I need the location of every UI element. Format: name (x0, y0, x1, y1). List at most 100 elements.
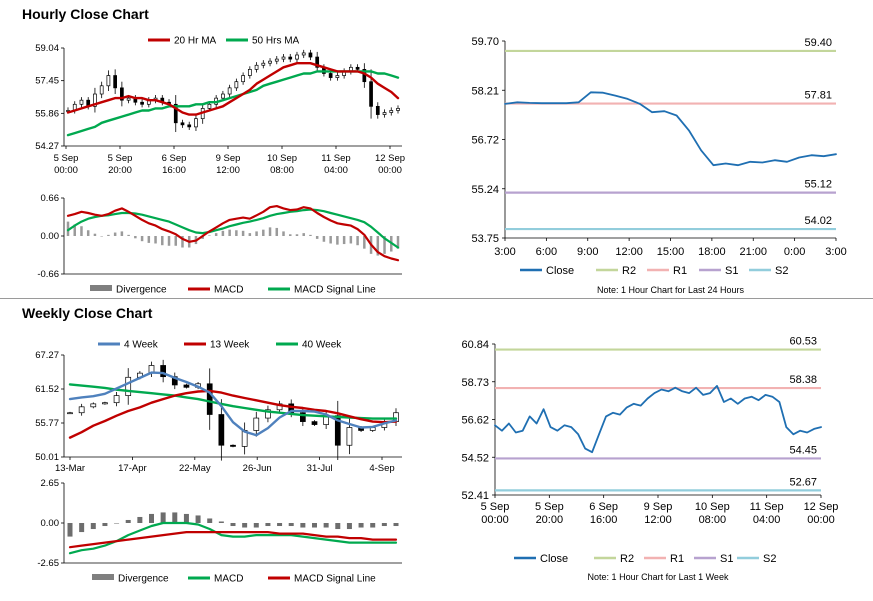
hourly-pivot-xtick-label: 15:00 (657, 246, 685, 258)
hourly-divergence-bar (295, 234, 299, 236)
weekly-price-xtick-label: 13-Mar (55, 463, 85, 474)
hourly-price-candle (396, 108, 400, 111)
weekly-divergence-bar (335, 523, 341, 530)
hourly-price-candle (261, 62, 266, 66)
hourly-pivot-level-s1-label: 55.12 (804, 179, 832, 191)
hourly-price-candle (281, 56, 286, 60)
weekly-divergence-bar (253, 523, 259, 528)
hourly-macd-signal-line (66, 208, 400, 249)
weekly-legend-4wk-label: 4 Week (124, 340, 159, 351)
weekly-40wk-line (68, 383, 398, 420)
hourly-macd-line (66, 205, 400, 262)
hourly-legend-divergence-label: Divergence (116, 285, 167, 296)
hourly-price-candle (227, 87, 232, 95)
hourly-pivot-legend-close-label: Close (546, 265, 574, 277)
weekly-price-ytick-label: 61.52 (35, 384, 59, 395)
weekly-pivot-legend-r2-label: R2 (620, 553, 634, 565)
hourly-section-title: Hourly Close Chart (22, 6, 149, 22)
hourly-price-candle (288, 56, 293, 60)
weekly-legend-divergence-swatch (92, 574, 114, 580)
weekly-price-xtick-label: 22-May (179, 463, 211, 474)
weekly-divergence-bar (125, 519, 131, 523)
weekly-pivot-xtick-label: 12:00 (644, 514, 672, 526)
hourly-divergence-bar (86, 230, 90, 236)
hourly-divergence-bar (329, 236, 332, 244)
hourly-pivot-ytick-label: 59.70 (471, 36, 499, 48)
weekly-divergence-bar (90, 523, 96, 530)
hourly-divergence-bar (208, 235, 211, 236)
hourly-price-candle (375, 105, 380, 115)
hourly-divergence-bar (228, 229, 231, 236)
hourly-price-xtick-label: 12 Sep (375, 153, 405, 164)
hourly-price-ytick-label: 54.27 (35, 141, 59, 152)
weekly-divergence-bar (323, 523, 329, 528)
weekly-macd-ytick-label: 2.65 (41, 478, 60, 489)
hourly-pivot-xtick-label: 9:00 (577, 246, 598, 258)
hourly-pivot-level-r2-label: 59.40 (804, 37, 832, 49)
weekly-4wk-line (68, 371, 398, 437)
weekly-macd-ytick-label: 0.00 (41, 518, 60, 529)
hourly-divergence-bar (262, 229, 265, 236)
hourly-divergence-bar (383, 236, 386, 254)
weekly-price-ytick-label: 55.77 (35, 418, 59, 429)
hourly-divergence-bar (268, 227, 272, 236)
hourly-pivot-xtick-label: 6:00 (536, 246, 557, 258)
hourly-legend-macd-label: MACD (214, 285, 243, 296)
weekly-pivot-level-s2-label: 52.67 (789, 476, 817, 488)
hourly-price-candle (120, 87, 124, 101)
hourly-divergence-bar (107, 234, 110, 236)
weekly-pivot-xtick-label: 00:00 (807, 514, 835, 526)
weekly-price-candle (183, 384, 190, 388)
weekly-divergence-bar (370, 523, 376, 528)
weekly-price-candle (67, 412, 73, 415)
weekly-divergence-bar (102, 523, 108, 527)
weekly-13wk-line (68, 389, 398, 439)
hourly-price-candle (221, 93, 225, 99)
hourly-20hr-ma-line (66, 62, 400, 116)
weekly-divergence-bar (172, 512, 178, 523)
hourly-divergence-bar (93, 233, 97, 236)
weekly-pivot-xtick-label: 5 Sep (481, 501, 510, 513)
hourly-price-candle (140, 101, 144, 105)
hourly-divergence-bar (120, 231, 124, 236)
weekly-divergence-bar (183, 513, 189, 523)
weekly-pivot-xtick-label: 20:00 (536, 514, 564, 526)
hourly-divergence-bar (275, 227, 279, 236)
hourly-divergence-bar (147, 236, 151, 243)
weekly-price-candle (265, 409, 271, 419)
weekly-divergence-bar (265, 523, 271, 527)
hourly-divergence-bar (201, 236, 204, 239)
hourly-legend-macd-signal-label: MACD Signal Line (294, 285, 376, 296)
hourly-price-candle (274, 58, 279, 62)
hourly-divergence-bar (181, 236, 184, 248)
hourly-pivot-level-s2-label: 54.02 (804, 215, 832, 227)
hourly-divergence-bar (134, 236, 137, 239)
weekly-divergence-bar (381, 523, 387, 527)
weekly-price-ytick-label: 67.27 (35, 350, 59, 361)
hourly-price-xtick-label: 00:00 (378, 165, 402, 176)
hourly-macd-ytick-label: -0.66 (37, 269, 59, 280)
hourly-divergence-bar (363, 236, 366, 249)
hourly-price-candle (247, 69, 252, 76)
hourly-price-candle (328, 73, 333, 78)
weekly-pivot-legend-close-label: Close (540, 553, 568, 565)
weekly-macd-ytick-label: -2.65 (37, 558, 59, 569)
weekly-pivot-level-r2-label: 60.53 (789, 336, 817, 348)
hourly-price-candle (207, 103, 212, 109)
hourly-legend-20hr-ma-label: 20 Hr MA (174, 36, 217, 47)
weekly-price-candle (125, 376, 132, 396)
weekly-divergence-bar (277, 523, 283, 527)
weekly-price-candle (102, 402, 108, 405)
hourly-price-candle (99, 85, 104, 95)
hourly-price-xtick-label: 04:00 (324, 165, 348, 176)
hourly-price-candle (187, 124, 192, 128)
hourly-price-candle (389, 110, 394, 113)
weekly-macd-signal-line (68, 530, 398, 549)
hourly-pivot-xtick-label: 0:00 (784, 246, 805, 258)
weekly-price-xtick-label: 17-Apr (118, 463, 147, 474)
weekly-legend-13wk-label: 13 Week (210, 340, 250, 351)
hourly-price-candle (180, 122, 185, 126)
hourly-divergence-bar (302, 233, 305, 236)
weekly-pivot-xtick-label: 16:00 (590, 514, 618, 526)
hourly-pivot-legend-r2-label: R2 (622, 265, 636, 277)
